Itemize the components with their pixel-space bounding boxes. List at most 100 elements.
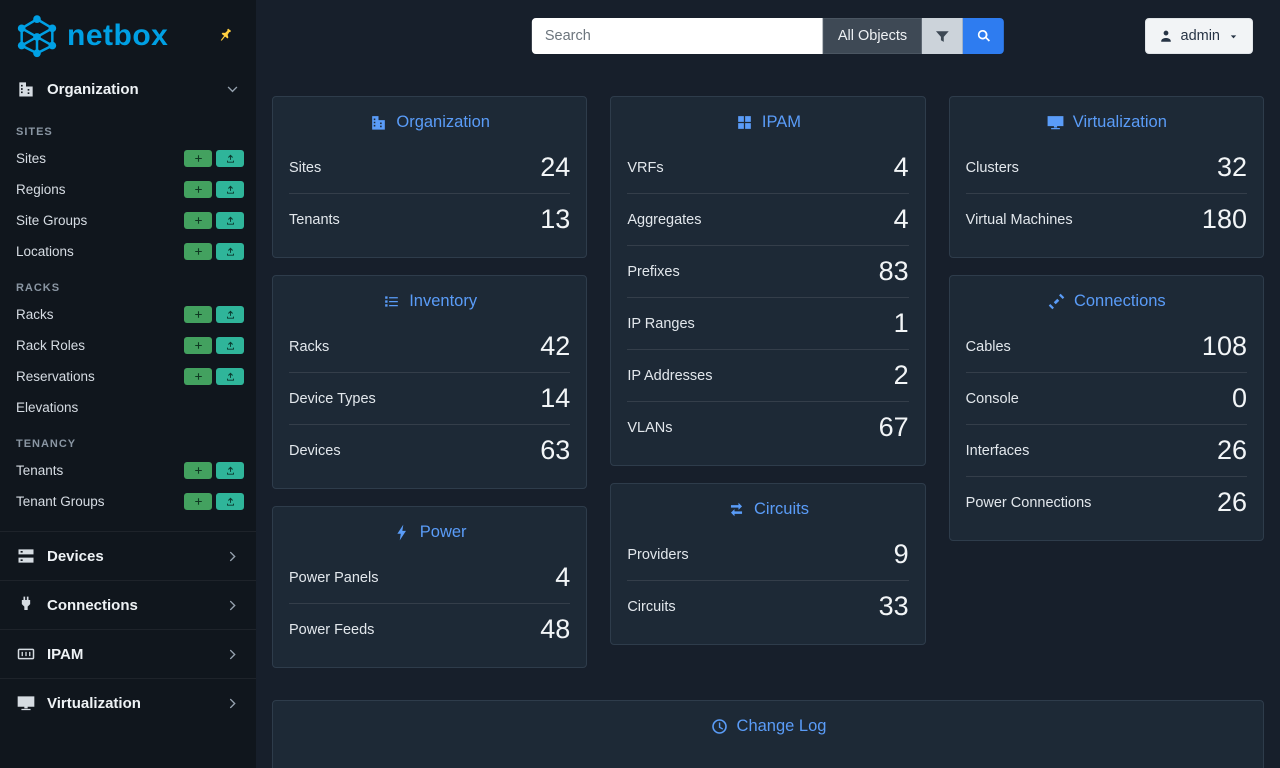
add-button[interactable]	[184, 368, 212, 385]
user-menu-button[interactable]: admin	[1144, 18, 1253, 54]
card-title-circuits[interactable]: Circuits	[611, 484, 924, 529]
sidebar-link-regions[interactable]: Regions	[16, 182, 66, 197]
stat-link-device-types[interactable]: Device Types	[289, 390, 376, 407]
stat-link-ip-ranges[interactable]: IP Ranges	[627, 315, 695, 332]
card-title-organization[interactable]: Organization	[273, 97, 586, 142]
stat-value: 83	[878, 256, 909, 286]
sidebar-link-elevations[interactable]: Elevations	[16, 400, 79, 415]
sidebar-item-devices[interactable]: Devices	[0, 531, 256, 580]
lightning-bolt-icon	[393, 523, 412, 542]
card-title-virtualization[interactable]: Virtualization	[950, 97, 1263, 142]
sidebar-item-rack-roles: Rack Roles	[0, 330, 256, 361]
stat-row: Aggregates 4	[627, 194, 909, 246]
add-button[interactable]	[184, 212, 212, 229]
sidebar-item-elevations: Elevations	[0, 392, 256, 423]
add-button[interactable]	[184, 493, 212, 510]
card-title-power[interactable]: Power	[273, 507, 586, 552]
card-title-text: Change Log	[736, 717, 827, 735]
stat-link-power-panels[interactable]: Power Panels	[289, 569, 379, 586]
import-button[interactable]	[216, 181, 244, 198]
card-title-text: Power	[419, 523, 467, 541]
changelog-section: Change Log	[256, 668, 1280, 768]
stat-row: Prefixes 83	[627, 246, 909, 298]
stat-row: VRFs 4	[627, 142, 909, 194]
add-button[interactable]	[184, 150, 212, 167]
stat-link-devices[interactable]: Devices	[289, 442, 341, 459]
stat-link-vlans[interactable]: VLANs	[627, 419, 673, 436]
sidebar-link-sites[interactable]: Sites	[16, 151, 47, 166]
import-button[interactable]	[216, 212, 244, 229]
sidebar-item-connections[interactable]: Connections	[0, 580, 256, 629]
connections-card: Connections Cables 108 Console 0 Interfa…	[948, 275, 1264, 541]
stat-link-console[interactable]: Console	[965, 390, 1019, 407]
import-button[interactable]	[216, 150, 244, 167]
stat-link-aggregates[interactable]: Aggregates	[627, 211, 702, 228]
stat-link-power-connections[interactable]: Power Connections	[965, 494, 1092, 511]
grid-icon	[735, 113, 754, 132]
sidebar-link-locations[interactable]: Locations	[16, 244, 74, 259]
card-title-connections[interactable]: Connections	[950, 276, 1263, 321]
sidebar-item-virtualization[interactable]: Virtualization	[0, 678, 256, 727]
stat-link-racks[interactable]: Racks	[289, 338, 330, 355]
stat-link-circuits[interactable]: Circuits	[627, 598, 676, 615]
search-scope-button[interactable]: All Objects	[822, 18, 923, 54]
filter-button[interactable]	[922, 18, 964, 54]
stat-link-sites[interactable]: Sites	[289, 159, 322, 176]
stat-link-clusters[interactable]: Clusters	[965, 159, 1019, 176]
add-button[interactable]	[184, 181, 212, 198]
card-title-text: IPAM	[761, 113, 802, 131]
sidebar-item-organization[interactable]: Organization	[0, 67, 256, 111]
import-button[interactable]	[216, 306, 244, 323]
caret-down-icon	[1227, 30, 1240, 43]
search-input[interactable]	[531, 18, 823, 54]
import-button[interactable]	[216, 243, 244, 260]
stat-link-cables[interactable]: Cables	[965, 338, 1011, 355]
stat-row: Virtual Machines 180	[966, 194, 1247, 245]
sidebar-link-rack-roles[interactable]: Rack Roles	[16, 338, 86, 353]
chevron-right-icon	[225, 647, 240, 662]
upload-icon	[225, 371, 236, 382]
building-icon	[16, 79, 36, 99]
add-button[interactable]	[184, 243, 212, 260]
search-icon	[975, 27, 993, 45]
card-title-ipam[interactable]: IPAM	[611, 97, 924, 142]
add-button[interactable]	[184, 306, 212, 323]
upload-icon	[225, 246, 236, 257]
import-button[interactable]	[216, 462, 244, 479]
import-button[interactable]	[216, 493, 244, 510]
upload-icon	[225, 184, 236, 195]
search-submit-button[interactable]	[963, 18, 1005, 54]
add-button[interactable]	[184, 337, 212, 354]
stat-link-ip-addresses[interactable]: IP Addresses	[627, 367, 713, 384]
import-button[interactable]	[216, 368, 244, 385]
stat-row: Racks 42	[289, 321, 571, 373]
netbox-logo-text[interactable]: netbox	[67, 19, 169, 52]
sidebar-link-reservations[interactable]: Reservations	[16, 369, 95, 384]
stat-link-providers[interactable]: Providers	[627, 546, 689, 563]
import-button[interactable]	[216, 337, 244, 354]
card-title-change-log[interactable]: Change Log	[273, 701, 1263, 746]
plus-icon	[193, 215, 204, 226]
sidebar-item-label: IPAM	[47, 645, 84, 663]
stat-link-prefixes[interactable]: Prefixes	[627, 263, 680, 280]
stat-link-vrfs[interactable]: VRFs	[627, 159, 664, 176]
upload-icon	[225, 465, 236, 476]
cable-icon	[1047, 292, 1066, 311]
stat-link-tenants[interactable]: Tenants	[289, 211, 340, 228]
sidebar-link-site-groups[interactable]: Site Groups	[16, 213, 88, 228]
stat-link-interfaces[interactable]: Interfaces	[965, 442, 1030, 459]
stat-row: Sites 24	[289, 142, 571, 194]
card-title-inventory[interactable]: Inventory	[273, 276, 586, 321]
stat-value: 33	[878, 591, 909, 621]
stat-link-virtual-machines[interactable]: Virtual Machines	[965, 211, 1073, 228]
sidebar-link-tenant-groups[interactable]: Tenant Groups	[16, 494, 105, 509]
sidebar-link-racks[interactable]: Racks	[16, 307, 54, 322]
add-button[interactable]	[184, 462, 212, 479]
stat-link-power-feeds[interactable]: Power Feeds	[289, 621, 375, 638]
sidebar-link-tenants[interactable]: Tenants	[16, 463, 64, 478]
netbox-logo-icon[interactable]	[14, 13, 60, 59]
sidebar-item-ipam[interactable]: IPAM	[0, 629, 256, 678]
pin-icon[interactable]	[212, 22, 240, 50]
stat-row: Circuits 33	[627, 581, 908, 632]
plus-icon	[193, 496, 204, 507]
